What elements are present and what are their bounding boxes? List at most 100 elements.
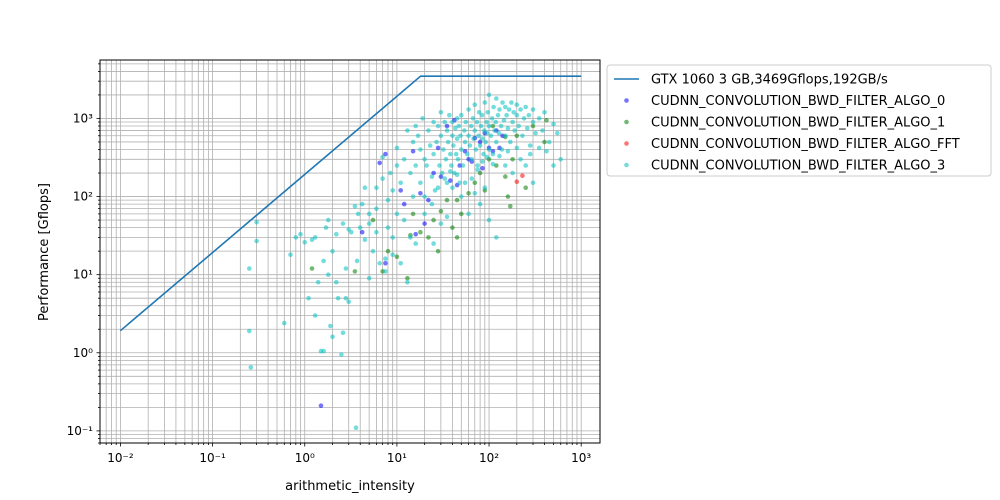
data-point xyxy=(343,266,349,271)
data-point xyxy=(527,151,533,157)
data-point xyxy=(454,235,460,240)
plot-area xyxy=(99,59,601,444)
data-point xyxy=(405,279,410,285)
data-point xyxy=(435,248,441,254)
data-point xyxy=(551,163,556,168)
data-point xyxy=(438,133,444,139)
data-point xyxy=(475,163,480,168)
data-point xyxy=(401,201,407,207)
data-point xyxy=(459,112,464,118)
data-point xyxy=(422,194,427,199)
data-point xyxy=(494,96,499,101)
data-point xyxy=(328,323,333,329)
data-point xyxy=(413,241,419,246)
data-point xyxy=(469,176,475,181)
data-point xyxy=(494,235,499,240)
data-point xyxy=(510,170,515,176)
data-point xyxy=(438,174,444,179)
data-point xyxy=(466,157,471,162)
data-point xyxy=(457,180,463,186)
data-point xyxy=(413,231,419,237)
legend-series-marker xyxy=(624,119,629,125)
data-point xyxy=(339,352,344,357)
data-point xyxy=(498,123,504,129)
data-point xyxy=(431,119,436,125)
data-point xyxy=(520,173,525,178)
data-point xyxy=(321,258,326,264)
data-point xyxy=(488,133,494,139)
data-point xyxy=(455,157,461,162)
data-point xyxy=(463,119,469,125)
data-point xyxy=(410,211,416,217)
data-point xyxy=(533,130,538,136)
data-point xyxy=(366,275,372,281)
y-tick-label: 10⁻¹ xyxy=(67,424,94,438)
data-point xyxy=(486,217,492,223)
data-point xyxy=(499,147,505,152)
x-axis-label: arithmetic_intensity xyxy=(285,479,415,494)
data-point xyxy=(306,295,311,301)
data-point xyxy=(462,180,468,186)
data-point xyxy=(466,133,471,139)
data-point xyxy=(449,163,454,168)
data-point xyxy=(346,299,352,305)
data-point xyxy=(511,110,516,115)
data-point xyxy=(394,145,400,151)
data-point xyxy=(485,110,491,115)
data-point xyxy=(346,227,352,232)
data-point xyxy=(469,157,475,162)
data-point xyxy=(362,185,368,190)
data-point xyxy=(323,225,329,230)
legend-series-label: CUDNN_CONVOLUTION_BWD_FILTER_ALGO_1 xyxy=(651,116,945,131)
data-point xyxy=(546,139,552,145)
data-point xyxy=(427,143,433,148)
data-point xyxy=(445,139,451,145)
legend-box xyxy=(606,64,992,177)
data-point xyxy=(431,151,436,157)
data-point xyxy=(491,104,496,110)
data-point xyxy=(444,214,450,220)
data-point xyxy=(459,194,464,199)
data-point xyxy=(413,123,419,129)
data-point xyxy=(398,188,404,193)
data-point xyxy=(374,229,379,235)
data-point xyxy=(480,166,485,171)
data-point xyxy=(476,110,482,115)
data-point xyxy=(326,272,331,278)
data-point xyxy=(542,139,547,145)
data-point xyxy=(359,229,365,235)
data-point xyxy=(422,157,427,162)
data-point xyxy=(248,365,254,370)
data-point xyxy=(380,154,385,160)
legend-series-label: CUDNN_CONVOLUTION_BWD_FILTER_ALGO_FFT xyxy=(651,137,960,152)
data-point xyxy=(383,256,388,262)
data-point xyxy=(506,107,512,112)
data-point xyxy=(315,279,321,285)
data-point xyxy=(426,128,431,133)
series-2 xyxy=(514,173,525,184)
data-point xyxy=(247,328,252,334)
data-point xyxy=(444,180,450,186)
data-point xyxy=(343,295,349,301)
axis-ticks: 10⁻² 10⁻¹ 10⁰ 10¹ 10² 10³ 10⁻¹ 10⁰ 10¹ 10² 10³ xyxy=(67,63,591,465)
data-point xyxy=(470,116,476,121)
data-point xyxy=(460,163,466,168)
data-point xyxy=(418,147,423,152)
data-point xyxy=(405,128,410,133)
data-point xyxy=(514,145,520,151)
y-tick-label: 10³ xyxy=(73,111,93,125)
data-point xyxy=(493,119,499,125)
data-point xyxy=(486,147,492,152)
data-point xyxy=(472,102,478,107)
data-point xyxy=(312,313,318,318)
data-point xyxy=(510,119,515,125)
data-point xyxy=(472,128,478,133)
data-point xyxy=(401,217,407,223)
data-point xyxy=(503,174,508,179)
data-point xyxy=(448,178,453,183)
data-point xyxy=(530,123,536,129)
data-point xyxy=(422,211,427,217)
data-point xyxy=(390,188,396,193)
data-point xyxy=(477,201,483,207)
